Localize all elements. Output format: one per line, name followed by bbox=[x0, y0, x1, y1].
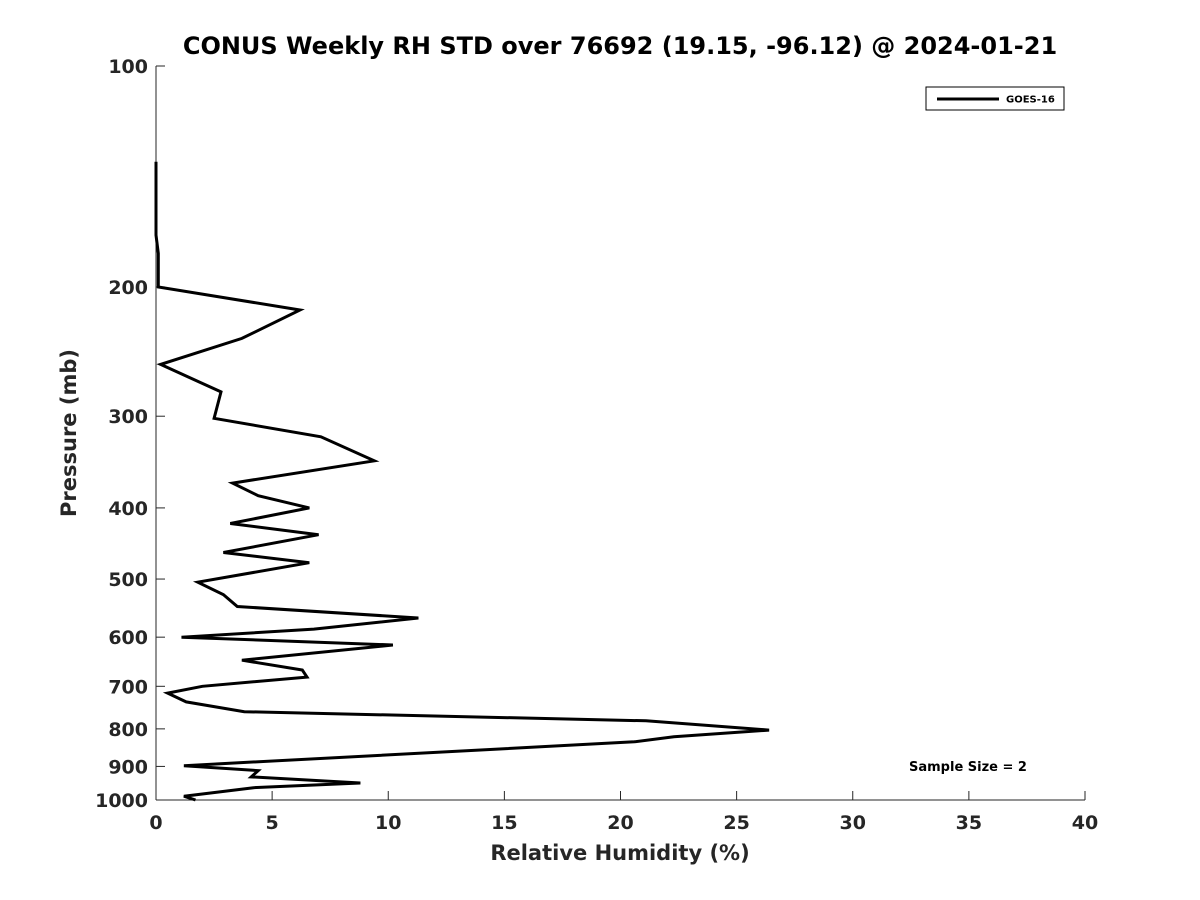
x-axis-label: Relative Humidity (%) bbox=[490, 841, 749, 865]
x-tick-label: 15 bbox=[491, 812, 517, 834]
x-tick-label: 5 bbox=[266, 812, 279, 834]
y-axis-label: Pressure (mb) bbox=[57, 349, 81, 517]
series-layer bbox=[154, 161, 770, 802]
y-tick-label: 700 bbox=[108, 676, 148, 698]
y-tick-label: 500 bbox=[108, 569, 148, 591]
y-tick-label: 600 bbox=[108, 627, 148, 649]
y-tick-label: 400 bbox=[108, 498, 148, 520]
x-tick-label: 10 bbox=[375, 812, 401, 834]
sample-size-annotation: Sample Size = 2 bbox=[909, 760, 1027, 775]
x-tick-label: 30 bbox=[840, 812, 866, 834]
y-tick-label: 800 bbox=[108, 719, 148, 741]
x-tick-label: 40 bbox=[1072, 812, 1098, 834]
x-tick-label: 0 bbox=[149, 812, 162, 834]
y-tick-label: 900 bbox=[108, 756, 148, 778]
x-tick-label: 20 bbox=[607, 812, 633, 834]
legend-label-goes-16: GOES-16 bbox=[1006, 95, 1055, 106]
y-tick-label: 200 bbox=[108, 277, 148, 299]
legend: GOES-16 bbox=[925, 86, 1065, 111]
x-tick-label: 25 bbox=[723, 812, 749, 834]
chart-title: CONUS Weekly RH STD over 76692 (19.15, -… bbox=[183, 32, 1057, 60]
series-line-goes-16 bbox=[154, 161, 770, 802]
y-tick-label: 1000 bbox=[95, 790, 148, 812]
axis-ticks: 0 5 10 15 20 25 30 35 40 100 200 300 400 500 600 700 800… bbox=[95, 56, 1098, 834]
x-tick-label: 35 bbox=[956, 812, 982, 834]
y-tick-label: 100 bbox=[108, 56, 148, 78]
y-tick-label: 300 bbox=[108, 406, 148, 428]
